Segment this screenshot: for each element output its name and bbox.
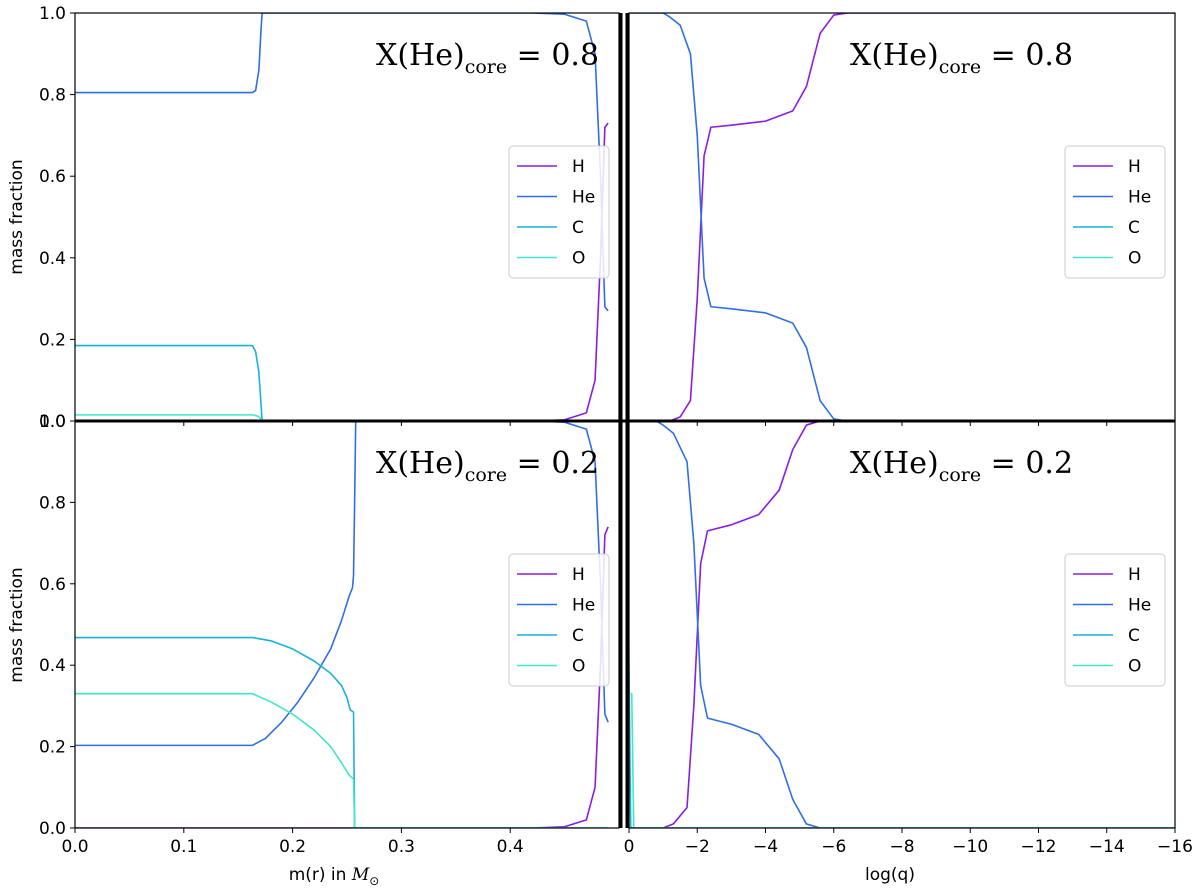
title-subscript: core [939, 56, 981, 78]
y-tick-label: 0.4 [39, 656, 66, 676]
title-subscript: core [465, 464, 507, 486]
panel-title: X(He)core = 0.8 [850, 38, 1073, 78]
panel-top-right: X(He)core = 0.8 H He CO [628, 12, 1176, 426]
legend-label-o: O [1128, 657, 1141, 677]
series-line-h [629, 13, 1175, 421]
x-tick-label: −14 [1089, 837, 1125, 857]
legend-label-c: C [1128, 218, 1140, 238]
x-tick-label: −4 [753, 837, 778, 857]
x-tick-label: 0.1 [170, 837, 197, 857]
series-line-c [75, 344, 609, 421]
series-line-o [630, 692, 1175, 828]
series-line-c [629, 636, 1175, 828]
y-tick-label: 0.0 [39, 412, 66, 432]
legend-label-he: He [572, 596, 595, 616]
y-tick-label: 1.0 [39, 412, 66, 432]
y-tick-label: 0.0 [39, 819, 66, 839]
panel-top-left: 0.0 0.2 0.4 0.6 0.8 1.0 X(He)core = 0.8 H He CO [39, 4, 620, 432]
legend-label-o: O [572, 249, 585, 269]
x-tick-label: 0 [624, 837, 635, 857]
title-value: = 0.8 [507, 38, 599, 73]
x-tick-label: −8 [889, 837, 914, 857]
legend: H He CO [1064, 145, 1166, 279]
legend-label-he: He [572, 188, 595, 208]
legend-label-c: C [1128, 626, 1140, 646]
legend-label-h: H [572, 565, 585, 585]
legend-label-h: H [1128, 565, 1141, 585]
series-line-h [629, 421, 1175, 828]
x-tick-label: 0.2 [279, 837, 306, 857]
y-tick-label: 0.2 [39, 330, 66, 350]
title-prefix: X(He) [850, 38, 939, 73]
legend-label-o: O [1128, 249, 1141, 269]
legend-box [1064, 553, 1166, 687]
panel-bottom-right: 0 −2 −4 −6 −8 −10 −12 −14 −16 X(He)core = 0.2 H He C… [624, 420, 1193, 857]
series-group [629, 13, 1175, 421]
x-axis-label-subscript: ⊙ [369, 874, 379, 888]
legend: H He CO [1064, 553, 1166, 687]
title-subscript: core [939, 464, 981, 486]
title-prefix: X(He) [376, 446, 465, 481]
y-axis-label: mass fraction [7, 159, 27, 274]
series-line-he [629, 421, 1175, 828]
legend-label-c: C [572, 626, 584, 646]
x-axis-label-symbol: M [351, 865, 370, 885]
y-axis-label: mass fraction [7, 567, 27, 682]
x-tick-label: −16 [1157, 837, 1193, 857]
x-tick-label: 0.4 [497, 837, 524, 857]
y-tick-label: 0.8 [39, 493, 66, 513]
y-tick-label: 1.0 [39, 4, 66, 24]
legend: H He CO [508, 145, 610, 279]
title-prefix: X(He) [376, 38, 465, 73]
x-axis-label-right: log(q) [865, 865, 915, 885]
y-tick-label: 0.6 [39, 575, 66, 595]
title-value: = 0.2 [507, 446, 599, 481]
x-tick-label: −6 [821, 837, 846, 857]
x-tick-label: −12 [1021, 837, 1057, 857]
legend-box [1064, 145, 1166, 279]
x-tick-label: 0.0 [61, 837, 88, 857]
y-tick-label: 0.4 [39, 249, 66, 269]
series-line-o [75, 692, 609, 828]
series-line-he [75, 421, 609, 747]
panel-title: X(He)core = 0.2 [376, 446, 599, 486]
y-tick-label: 0.6 [39, 167, 66, 187]
legend-label-he: He [1128, 188, 1151, 208]
series-line-he [629, 13, 1175, 421]
y-tick-label: 0.8 [39, 86, 66, 106]
x-tick-label: 0.3 [388, 837, 415, 857]
x-axis-label-text: m(r) in [289, 865, 352, 885]
legend-label-c: C [572, 218, 584, 238]
title-subscript: core [465, 56, 507, 78]
panel-title: X(He)core = 0.2 [850, 446, 1073, 486]
series-group [629, 421, 1175, 828]
legend-box [508, 553, 610, 687]
panel-bottom-left: 0.0 0.1 0.2 0.3 0.4 0.0 0.2 0.4 0.6 0.8 1.0 X(He)co… [39, 412, 620, 857]
panel-title: X(He)core = 0.8 [376, 38, 599, 78]
x-tick-label: −2 [685, 837, 710, 857]
x-tick-label: −10 [952, 837, 988, 857]
series-line-o [75, 414, 609, 421]
x-axis-label-left: m(r) in M⊙ [289, 865, 380, 888]
legend-label-h: H [1128, 157, 1141, 177]
title-value: = 0.2 [981, 446, 1073, 481]
series-line-c [75, 636, 609, 828]
legend-label-he: He [1128, 596, 1151, 616]
title-prefix: X(He) [850, 446, 939, 481]
legend-label-o: O [572, 657, 585, 677]
series-line-c [629, 344, 1175, 421]
legend-label-h: H [572, 157, 585, 177]
legend-box [508, 145, 610, 279]
y-tick-label: 0.2 [39, 738, 66, 758]
legend: H He CO [508, 553, 610, 687]
title-value: = 0.8 [981, 38, 1073, 73]
